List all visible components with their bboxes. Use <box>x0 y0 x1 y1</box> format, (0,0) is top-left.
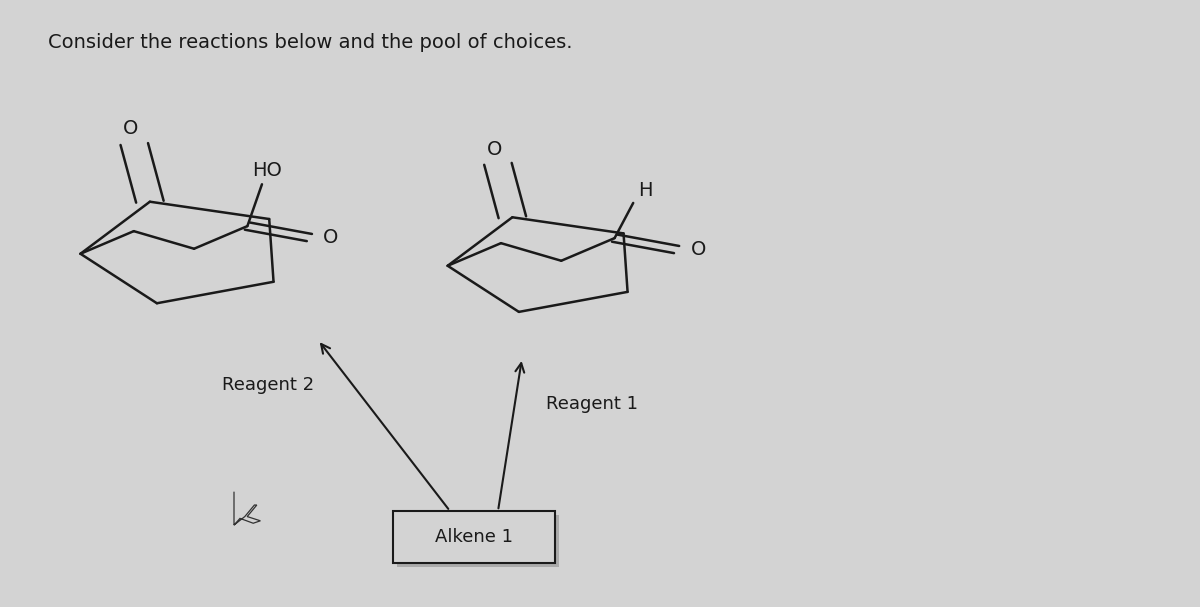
Text: Reagent 1: Reagent 1 <box>546 395 638 413</box>
Text: Alkene 1: Alkene 1 <box>436 528 514 546</box>
Text: H: H <box>638 181 653 200</box>
Text: Reagent 2: Reagent 2 <box>222 376 314 395</box>
Text: Consider the reactions below and the pool of choices.: Consider the reactions below and the poo… <box>48 33 572 52</box>
Text: O: O <box>487 140 502 160</box>
Text: O: O <box>690 240 706 259</box>
Text: HO: HO <box>252 161 282 180</box>
Bar <box>394 511 554 563</box>
Text: O: O <box>323 228 338 247</box>
Text: O: O <box>122 120 138 138</box>
Bar <box>396 515 559 567</box>
